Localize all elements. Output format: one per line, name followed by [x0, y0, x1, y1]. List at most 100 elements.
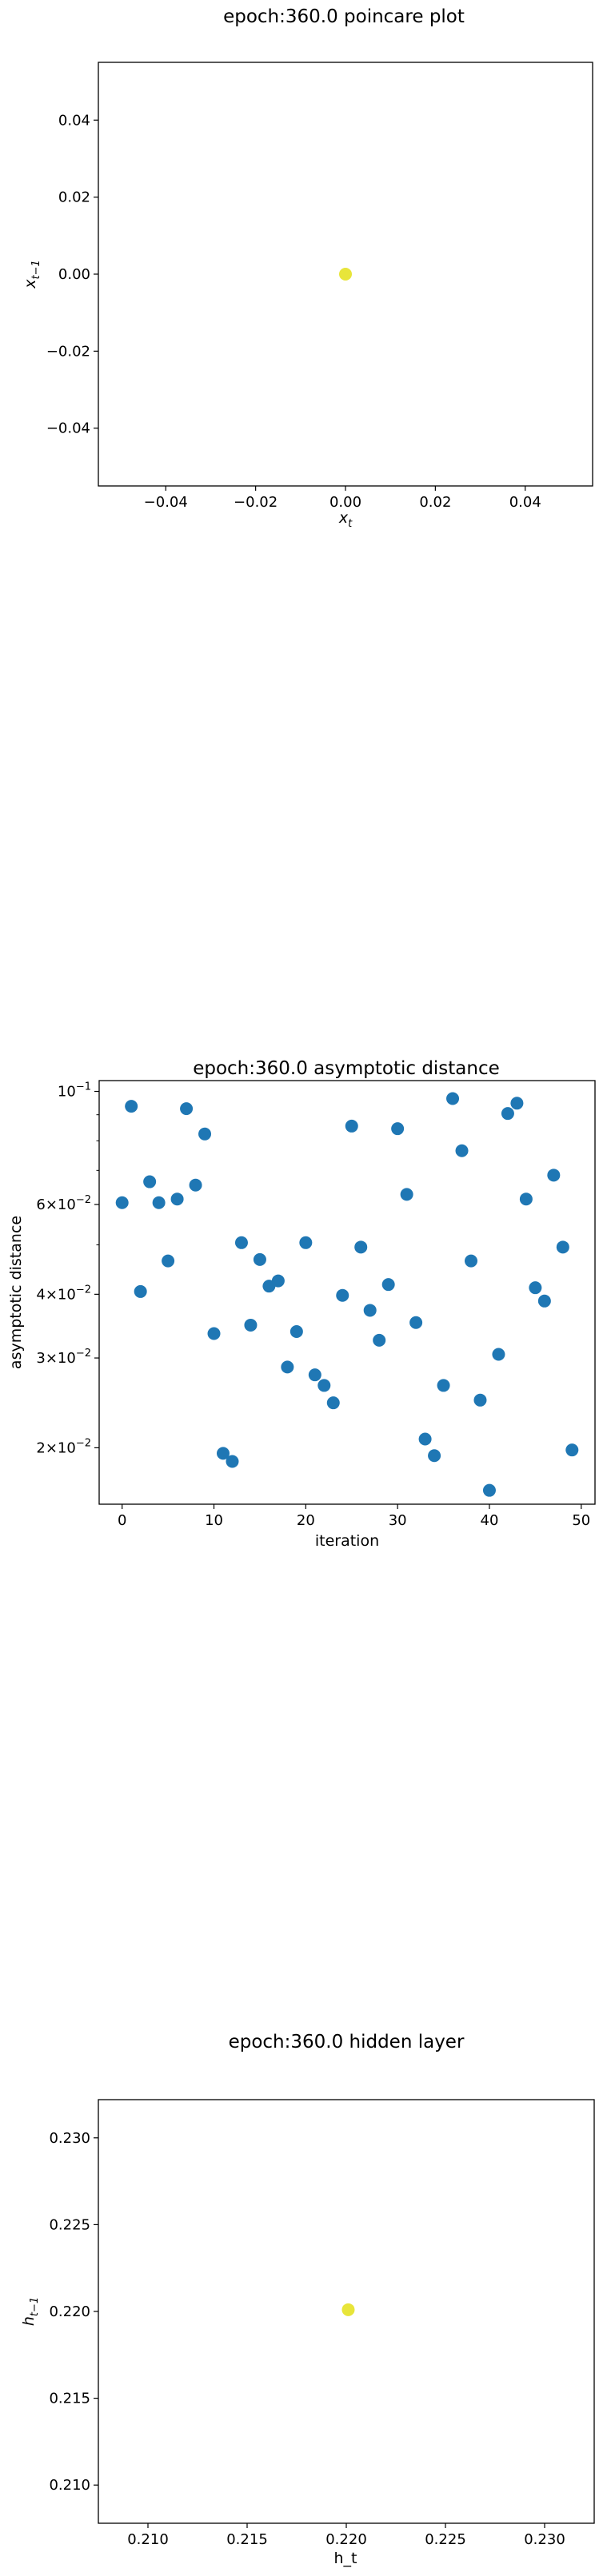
hidden-title: epoch:360.0 hidden layer	[229, 2032, 465, 2052]
asym-ytick-label: 10−1	[58, 1081, 91, 1101]
asym-point	[446, 1092, 460, 1105]
asym-point	[170, 1192, 184, 1206]
asym-point	[180, 1102, 194, 1116]
asym-point	[281, 1360, 294, 1374]
asym-point	[391, 1122, 405, 1136]
poincare-xtick-label: −0.02	[234, 494, 278, 511]
asym-point	[198, 1127, 212, 1141]
asym-title: epoch:360.0 asymptotic distance	[193, 1058, 500, 1079]
asym-xlabel: iteration	[315, 1532, 379, 1550]
asym-ytick-label: 3×10−2	[36, 1348, 91, 1367]
asym-point	[354, 1240, 368, 1254]
asym-point	[143, 1175, 157, 1188]
poincare-ytick-label: 0.00	[58, 266, 90, 283]
poincare-plot: epoch:360.0 poincare plot −0.04 −0.02 0.00…	[22, 6, 593, 530]
hidden-xtick-label: 0.220	[325, 2531, 367, 2548]
poincare-xtick-label: −0.04	[144, 494, 188, 511]
asym-point	[189, 1178, 202, 1192]
asym-point	[253, 1252, 266, 1266]
hidden-xlabel: h_t	[334, 2550, 357, 2567]
asym-point	[363, 1304, 377, 1317]
asym-xtick-label: 30	[389, 1512, 407, 1529]
asym-point	[134, 1284, 147, 1298]
poincare-point	[339, 268, 352, 281]
asym-point	[217, 1447, 230, 1460]
hidden-ytick-label: 0.220	[49, 2303, 90, 2320]
poincare-yticks: −0.04 −0.02 0.00 0.02 0.04	[46, 112, 98, 437]
asym-point	[492, 1348, 505, 1361]
asym-point	[326, 1396, 340, 1410]
poincare-ylabel: xt−1	[22, 260, 42, 289]
asym-point	[437, 1379, 450, 1392]
poincare-points	[339, 268, 352, 281]
asym-points	[115, 1092, 579, 1497]
asym-point	[547, 1169, 561, 1182]
hidden-point	[341, 2303, 355, 2316]
asym-ytick-label: 2×10−2	[36, 1437, 91, 1456]
hidden-xtick-label: 0.210	[127, 2531, 169, 2548]
asym-point	[308, 1368, 321, 1382]
hidden-axes-frame	[98, 2099, 595, 2524]
asym-point	[115, 1196, 129, 1209]
poincare-ytick-label: −0.02	[46, 343, 90, 360]
asym-point	[537, 1294, 551, 1308]
asym-point	[317, 1379, 331, 1392]
poincare-axes-frame	[98, 62, 593, 487]
asym-xtick-label: 50	[572, 1512, 590, 1529]
asym-point	[226, 1455, 239, 1468]
asym-point	[207, 1327, 221, 1340]
hidden-yticks: 0.210 0.215 0.220 0.225 0.230	[49, 2130, 98, 2494]
asymptotic-distance-plot: epoch:360.0 asymptotic distance 0 10 20 30 4…	[7, 1058, 596, 1550]
asym-point	[473, 1393, 487, 1407]
asym-point	[271, 1274, 285, 1288]
asym-point	[455, 1144, 469, 1157]
asym-point	[400, 1188, 413, 1201]
hidden-layer-plot: epoch:360.0 hidden layer 0.210 0.215 0.220…	[20, 2032, 595, 2567]
asym-xtick-label: 20	[297, 1512, 315, 1529]
asym-yticks: 2×10−2 3×10−2 4×10−2 6×10−2 10−1	[36, 1081, 99, 1456]
asym-point	[565, 1443, 579, 1457]
asym-point	[409, 1316, 423, 1329]
asym-point	[234, 1236, 248, 1249]
asym-axes-frame	[98, 1080, 596, 1505]
poincare-ytick-label: 0.04	[58, 112, 90, 129]
asym-point	[519, 1192, 533, 1206]
asym-xtick-label: 0	[118, 1512, 126, 1529]
asym-point	[244, 1318, 258, 1332]
asym-point	[336, 1288, 349, 1302]
asym-point	[125, 1100, 138, 1113]
asym-xtick-label: 10	[205, 1512, 223, 1529]
asym-ytick-label: 4×10−2	[36, 1284, 91, 1303]
hidden-ylabel: ht−1	[20, 2297, 41, 2326]
asym-point	[482, 1483, 496, 1497]
poincare-xtick-label: 0.04	[509, 494, 541, 511]
asym-point	[381, 1278, 395, 1292]
asym-point	[162, 1254, 175, 1268]
poincare-title: epoch:360.0 poincare plot	[223, 6, 465, 27]
poincare-xticks: −0.04 −0.02 0.00 0.02 0.04	[144, 486, 541, 511]
poincare-xtick-label: 0.00	[329, 494, 361, 511]
hidden-xtick-label: 0.225	[425, 2531, 466, 2548]
asym-point	[345, 1119, 358, 1133]
hidden-ytick-label: 0.230	[49, 2130, 90, 2147]
asym-point	[510, 1097, 524, 1110]
asym-point	[373, 1333, 386, 1347]
poincare-xtick-label: 0.02	[419, 494, 451, 511]
hidden-xtick-label: 0.215	[226, 2531, 268, 2548]
asym-xtick-label: 40	[481, 1512, 499, 1529]
asym-point	[556, 1240, 569, 1254]
asym-point	[418, 1432, 432, 1446]
hidden-xtick-label: 0.230	[524, 2531, 565, 2548]
hidden-ytick-label: 0.210	[49, 2477, 90, 2494]
asym-point	[299, 1236, 313, 1249]
hidden-ytick-label: 0.215	[49, 2391, 90, 2407]
poincare-ytick-label: −0.04	[46, 420, 90, 437]
asym-point	[290, 1325, 303, 1339]
poincare-xlabel: xt	[338, 509, 353, 530]
asym-ylabel: asymptotic distance	[7, 1216, 25, 1369]
asym-point	[501, 1107, 514, 1121]
poincare-ytick-label: 0.02	[58, 189, 90, 206]
hidden-points	[341, 2303, 355, 2316]
hidden-ytick-label: 0.225	[49, 2216, 90, 2233]
hidden-xticks: 0.210 0.215 0.220 0.225 0.230	[127, 2523, 565, 2548]
